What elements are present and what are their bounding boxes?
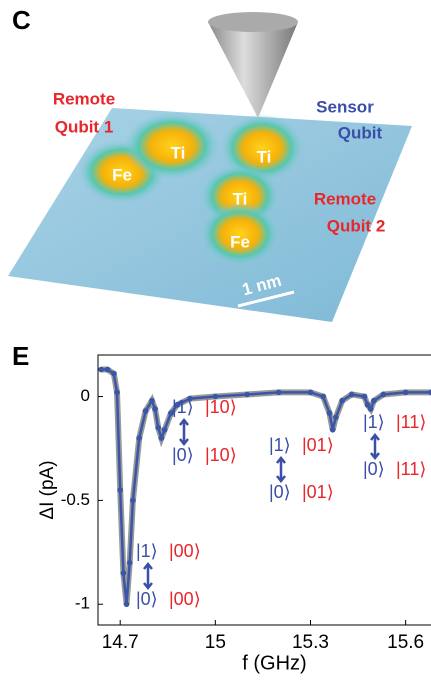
y-tick-label: 0 [81,386,90,405]
y-tick-label: -0.5 [61,490,90,509]
data-point [308,390,314,396]
arrow [371,435,379,458]
data-point [105,367,111,373]
label: Remote [314,189,376,208]
data-point [136,435,142,441]
state-label: |1⟩ [269,435,291,455]
data-point [349,392,355,398]
data-point [371,398,377,404]
y-tick-label: -1 [75,594,90,613]
state-label: |10⟩ [205,445,237,465]
data-point [111,371,117,377]
state-label: |1⟩ [363,412,385,432]
data-point [143,408,149,414]
data-point [130,498,136,504]
data-point [333,415,339,421]
tip [208,22,298,118]
label: Qubit 2 [327,216,386,235]
label: Fe [230,232,250,251]
data-point [162,427,168,433]
state-label: |00⟩ [169,589,201,609]
state-label: |11⟩ [396,412,426,432]
arrow [180,420,188,444]
state-label: |0⟩ [269,482,291,502]
page: C E Remote Qubit 1 Sensor Qubit Remote Qubit … [0,0,431,688]
panel-letter: E [12,341,29,371]
label: Ti [171,143,186,162]
label: Qubit 1 [55,117,114,136]
data-point [276,390,282,396]
data-point [98,367,104,373]
state-label: |01⟩ [302,435,334,455]
data-point [117,487,123,493]
label: Remote [53,89,115,108]
label: Ti [257,147,272,166]
state-label: |11⟩ [396,459,426,479]
data-point [362,394,368,400]
data-point [127,560,133,566]
data-point [327,410,333,416]
data-point [121,570,127,576]
data-point [339,398,345,404]
data-point [403,390,409,396]
data-point [244,392,250,398]
data-point [155,425,161,431]
arrow [277,458,285,481]
x-tick-label: 15 [205,632,226,653]
label: Qubit [338,123,383,142]
state-label: |01⟩ [302,482,334,502]
panel-letter: C [12,5,31,35]
label: Fe [112,165,132,184]
state-label: |1⟩ [172,397,194,417]
data-point [330,427,336,433]
x-tick-label: 15.6 [387,632,424,653]
arrow [144,564,152,588]
label: Sensor [316,97,374,116]
data-point [114,390,120,396]
data-point [124,601,130,607]
data-point [152,406,158,412]
state-label: |0⟩ [136,589,158,609]
figure: C E Remote Qubit 1 Sensor Qubit Remote Qubit … [0,0,431,688]
state-label: |1⟩ [136,541,158,561]
data-point [381,392,387,398]
state-label: |0⟩ [172,445,194,465]
x-tick-label: 14.7 [102,632,139,653]
x-axis-label: f (GHz) [242,652,306,674]
state-label: |00⟩ [169,541,201,561]
data-point [149,398,155,404]
data-point [320,394,326,400]
state-label: |0⟩ [363,459,385,479]
y-axis-label: ΔI (pA) [37,460,58,519]
tip-top [208,12,298,32]
data-point [159,435,165,441]
label: Ti [233,189,248,208]
state-label: |10⟩ [205,397,237,417]
x-tick-label: 15.3 [292,632,329,653]
